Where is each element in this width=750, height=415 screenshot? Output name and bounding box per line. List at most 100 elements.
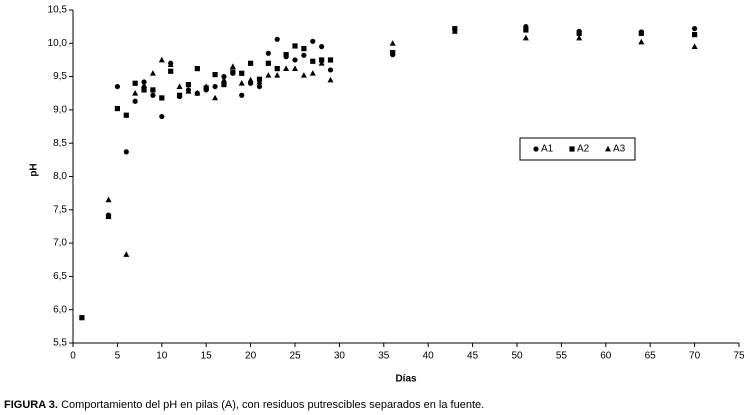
marker-square (327, 57, 334, 63)
marker-square (230, 69, 236, 75)
marker-circle (141, 79, 147, 85)
y-tick-label: 6,0 (53, 304, 67, 315)
x-tick-label: 5 (115, 351, 121, 362)
marker-square (692, 32, 698, 38)
x-tick-label: 35 (378, 351, 390, 362)
x-tick-label: 40 (423, 351, 435, 362)
marker-triangle (132, 90, 139, 96)
x-tick-label: 45 (467, 351, 479, 362)
marker-triangle (123, 251, 130, 257)
legend-label: A3 (613, 144, 626, 155)
marker-circle (221, 74, 227, 80)
marker-triangle (638, 38, 645, 45)
marker-triangle (105, 196, 112, 203)
y-tick-label: 5,5 (53, 338, 67, 349)
marker-square (292, 43, 298, 49)
marker-square (79, 315, 85, 321)
marker-circle (319, 44, 325, 50)
marker-triangle (451, 28, 458, 34)
marker-square (248, 60, 254, 66)
marker-circle (265, 50, 271, 56)
marker-triangle (327, 76, 334, 83)
marker-circle (123, 149, 129, 155)
marker-square (176, 92, 183, 98)
marker-circle (274, 36, 280, 42)
y-axis-label: pH (29, 163, 40, 176)
marker-triangle (247, 76, 254, 83)
x-tick-label: 75 (733, 351, 745, 362)
marker-circle (533, 146, 539, 152)
x-tick-label: 60 (600, 351, 612, 362)
marker-square (239, 70, 245, 76)
marker-triangle (158, 56, 165, 63)
marker-square (123, 112, 129, 118)
marker-circle (301, 52, 307, 58)
y-tick-label: 7,5 (53, 204, 67, 215)
legend-label: A1 (541, 144, 554, 155)
marker-circle (292, 57, 298, 63)
y-tick-label: 9,5 (53, 71, 67, 82)
marker-square (159, 95, 165, 101)
marker-square (132, 80, 138, 86)
marker-triangle (220, 76, 227, 83)
marker-square (301, 46, 307, 52)
marker-square (523, 27, 529, 33)
x-tick-label: 0 (70, 351, 76, 362)
marker-triangle (265, 72, 272, 78)
marker-triangle (185, 88, 192, 94)
marker-triangle (292, 65, 298, 72)
marker-triangle (318, 60, 325, 66)
marker-square (194, 66, 200, 72)
marker-triangle (283, 65, 290, 72)
marker-circle (327, 67, 334, 73)
marker-circle (159, 113, 165, 120)
caption: FIGURA 3. Comportamiento del pH en pilas… (4, 399, 484, 411)
y-tick-label: 8,0 (53, 171, 67, 182)
marker-square (390, 50, 396, 56)
marker-triangle (691, 43, 698, 50)
marker-square (105, 213, 112, 220)
marker-triangle (141, 82, 148, 88)
x-tick-label: 50 (511, 351, 523, 362)
marker-circle (310, 38, 316, 44)
y-tick-label: 9,0 (53, 105, 67, 116)
marker-circle (150, 92, 156, 98)
marker-square (283, 52, 289, 58)
legend-box (519, 137, 636, 161)
marker-triangle (203, 83, 210, 89)
marker-circle (212, 83, 218, 90)
marker-square (114, 105, 120, 112)
x-tick-label: 65 (645, 351, 657, 362)
marker-circle (132, 98, 138, 104)
marker-triangle (176, 83, 183, 89)
marker-circle (256, 83, 263, 90)
marker-triangle (522, 34, 529, 41)
marker-square (569, 146, 575, 152)
marker-triangle (309, 70, 316, 76)
marker-triangle (389, 40, 396, 46)
y-tick-label: 10,5 (48, 5, 68, 16)
marker-triangle (229, 63, 236, 70)
marker-square (274, 66, 280, 72)
legend-label: A2 (577, 144, 590, 155)
marker-triangle (149, 70, 156, 76)
x-tick-label: 15 (201, 351, 213, 362)
x-tick-label: 25 (289, 351, 301, 362)
marker-triangle (194, 90, 201, 96)
y-tick-label: 10,0 (48, 38, 68, 49)
marker-triangle (256, 78, 263, 85)
marker-triangle (212, 94, 219, 101)
y-tick-label: 8,5 (53, 138, 67, 149)
marker-square (141, 87, 147, 93)
marker-square (310, 58, 316, 64)
marker-triangle (605, 145, 611, 152)
marker-square (265, 60, 271, 66)
marker-square (576, 30, 582, 36)
marker-square (150, 87, 156, 93)
marker-triangle (167, 61, 174, 68)
marker-triangle (238, 80, 245, 86)
caption-label: FIGURA 3. (4, 399, 58, 411)
marker-square (638, 30, 644, 36)
